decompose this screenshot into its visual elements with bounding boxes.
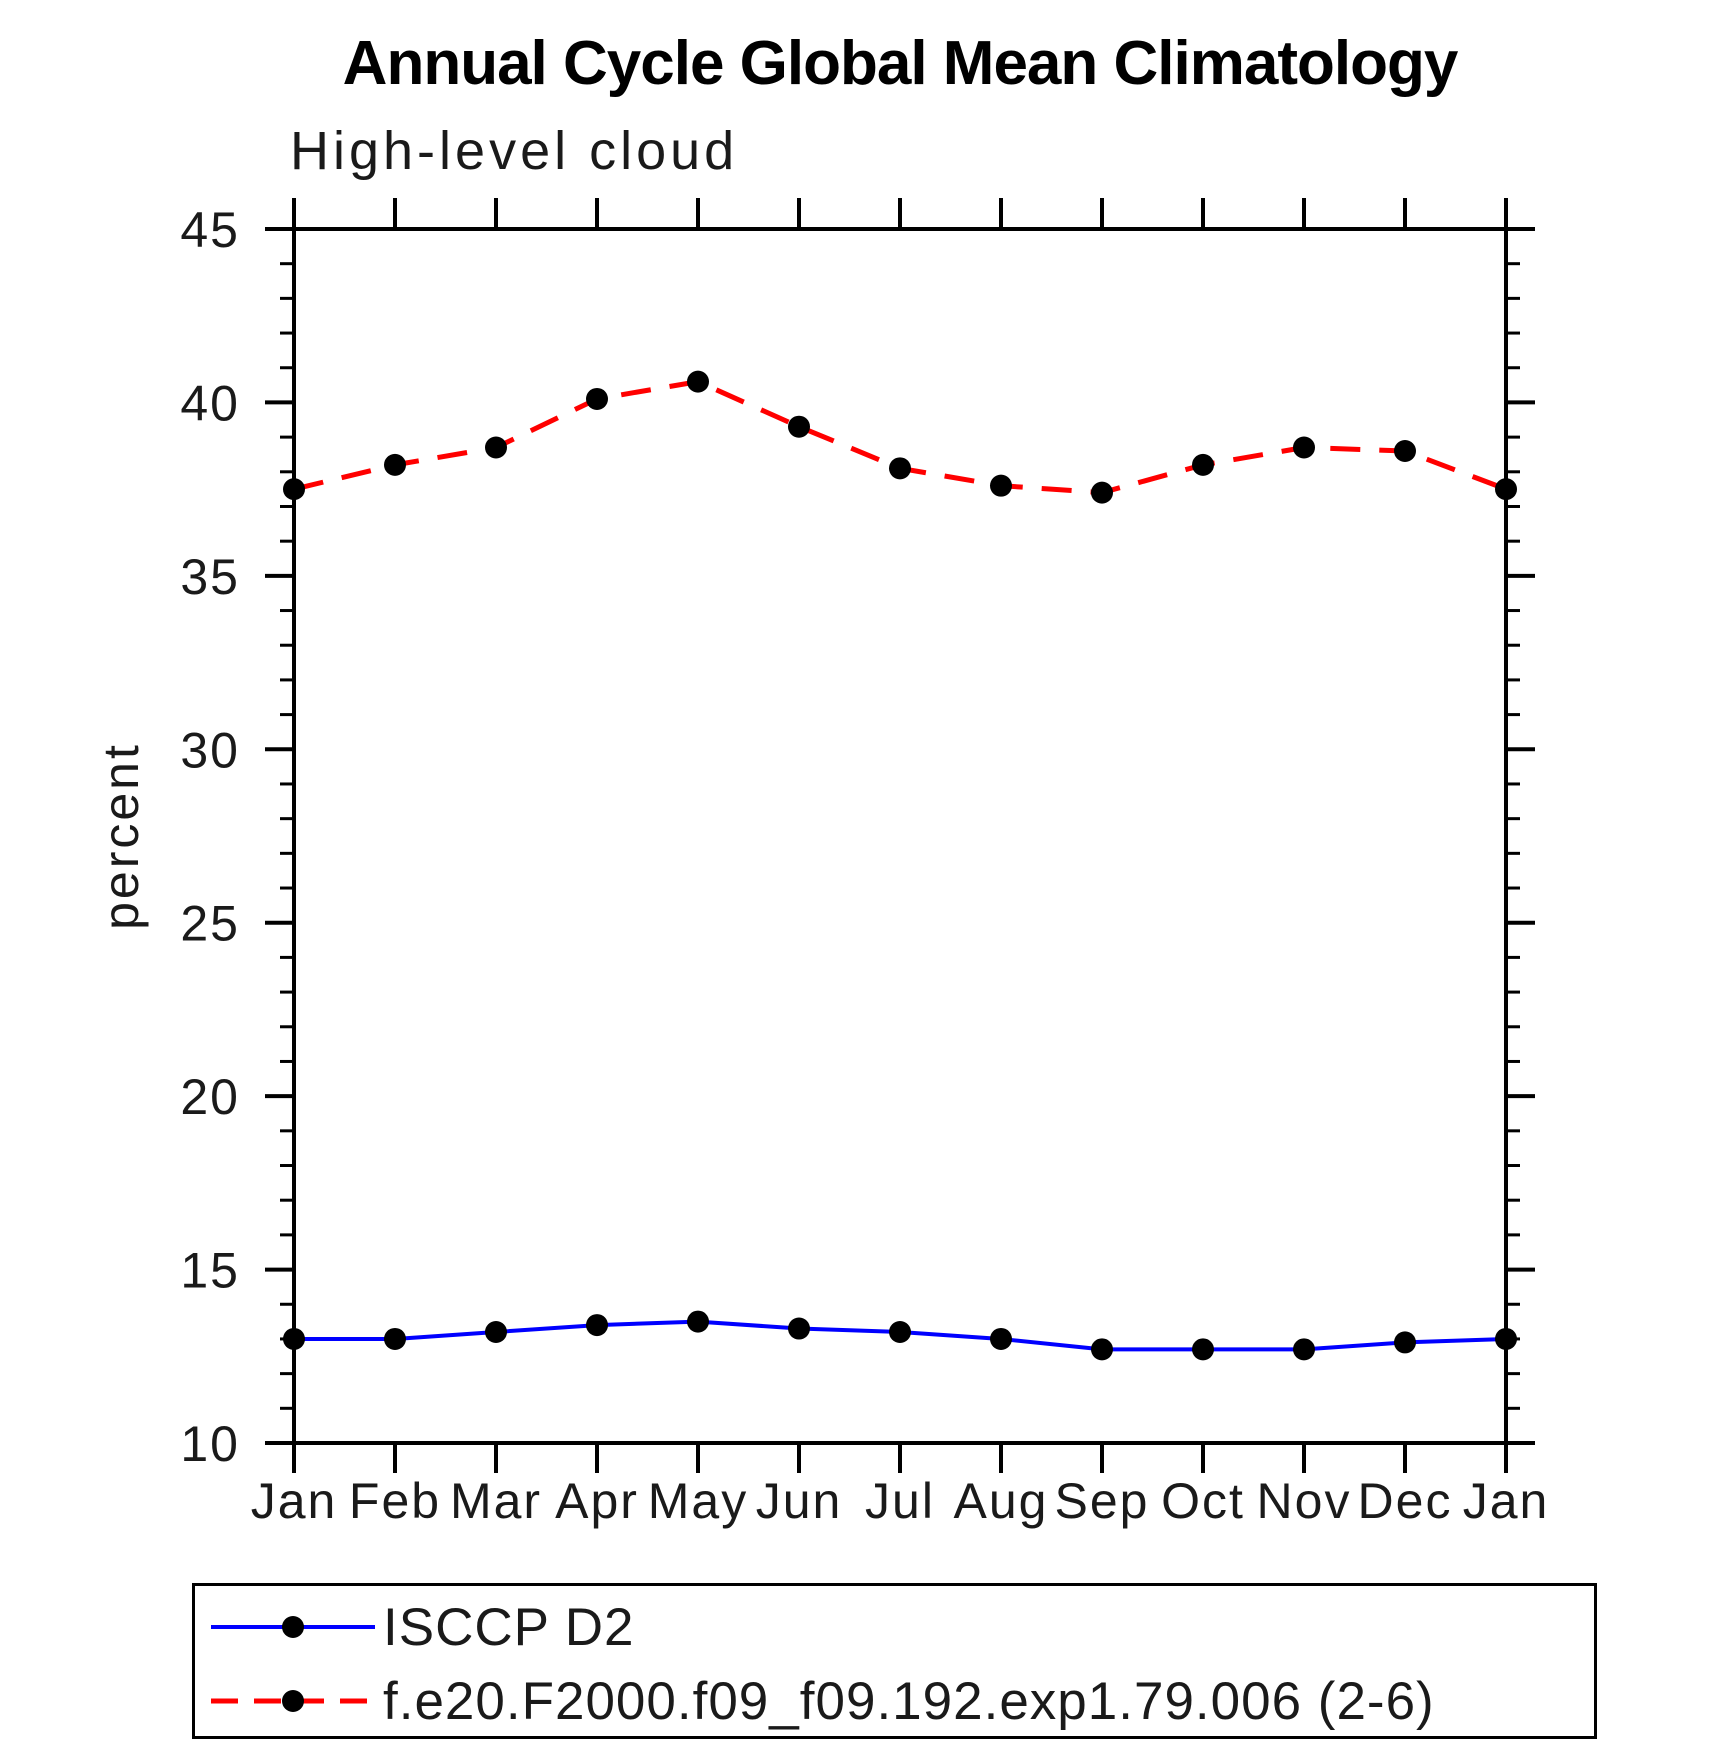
series-marker-0 [687,1310,709,1333]
series-marker-0 [1293,1338,1315,1361]
x-axis-tick-label: May [648,1473,748,1529]
x-axis-tick-label: Jan [1463,1473,1550,1529]
series-marker-0 [586,1314,608,1337]
series-marker-0 [889,1321,911,1344]
x-axis-tick-label: Nov [1257,1473,1352,1529]
series-marker-0 [1192,1338,1214,1361]
legend: ISCCP D2 f.e20.F2000.f09_f09.192.exp1.79… [192,1583,1597,1739]
plot-frame [292,227,1508,1445]
series-marker-1 [384,453,406,476]
legend-item-label: f.e20.F2000.f09_f09.192.exp1.79.006 (2-6… [383,1671,1435,1731]
series-marker-0 [990,1327,1012,1350]
series-marker-0 [1091,1338,1113,1361]
y-axis-title: percent [93,742,149,930]
x-axis-tick-label: Dec [1358,1473,1453,1529]
y-axis-tick-label: 20 [180,1069,240,1125]
y-axis-tick-label: 40 [180,375,240,431]
series-marker-0 [485,1321,507,1344]
series-marker-1 [687,370,709,393]
y-axis-tick-label: 45 [180,202,240,258]
series-marker-0 [283,1327,305,1350]
chart-subtitle: High-level cloud [290,121,739,181]
series-marker-1 [1394,439,1416,462]
series-marker-1 [283,478,305,501]
series-marker-0 [1394,1331,1416,1354]
legend-line-icon [203,1612,381,1642]
x-axis-tick-label: Aug [954,1473,1049,1529]
legend-sample-canvas [211,1690,375,1712]
series-marker-1 [485,436,507,459]
legend-marker-icon [282,1616,304,1638]
x-axis-tick-label: Feb [349,1473,441,1529]
series-marker-1 [586,387,608,410]
y-axis-tick-label: 35 [180,549,240,605]
x-axis-tick-label: Mar [450,1473,542,1529]
legend-item-label: ISCCP D2 [383,1597,635,1657]
legend-line-icon [203,1686,381,1716]
y-axis-tick-label: 25 [180,896,240,952]
series-marker-1 [788,415,810,438]
y-axis-tick-label: 10 [180,1416,240,1472]
legend-marker-icon [282,1690,304,1712]
series-marker-0 [384,1327,406,1350]
series-marker-1 [1495,478,1517,501]
y-axis-tick-label: 15 [180,1243,240,1299]
x-axis-tick-label: Jan [251,1473,338,1529]
y-axis-tick-label: 30 [180,722,240,778]
series-marker-0 [788,1317,810,1340]
x-axis-tick-label: Sep [1055,1473,1150,1529]
series-marker-1 [889,457,911,480]
x-axis-tick-label: Jul [865,1473,935,1529]
series-marker-1 [1293,436,1315,459]
series-marker-1 [1192,453,1214,476]
x-axis-tick-label: Oct [1161,1473,1245,1529]
x-axis-tick-label: Apr [555,1473,639,1529]
series-marker-0 [1495,1327,1517,1350]
series-marker-1 [990,474,1012,497]
legend-item: f.e20.F2000.f09_f09.192.exp1.79.006 (2-6… [203,1672,1435,1731]
legend-sample-canvas [211,1616,375,1638]
chart-title: Annual Cycle Global Mean Climatology [342,29,1459,98]
x-axis-tick-label: Jun [756,1473,843,1529]
series-marker-1 [1091,481,1113,504]
legend-item: ISCCP D2 [203,1598,635,1657]
